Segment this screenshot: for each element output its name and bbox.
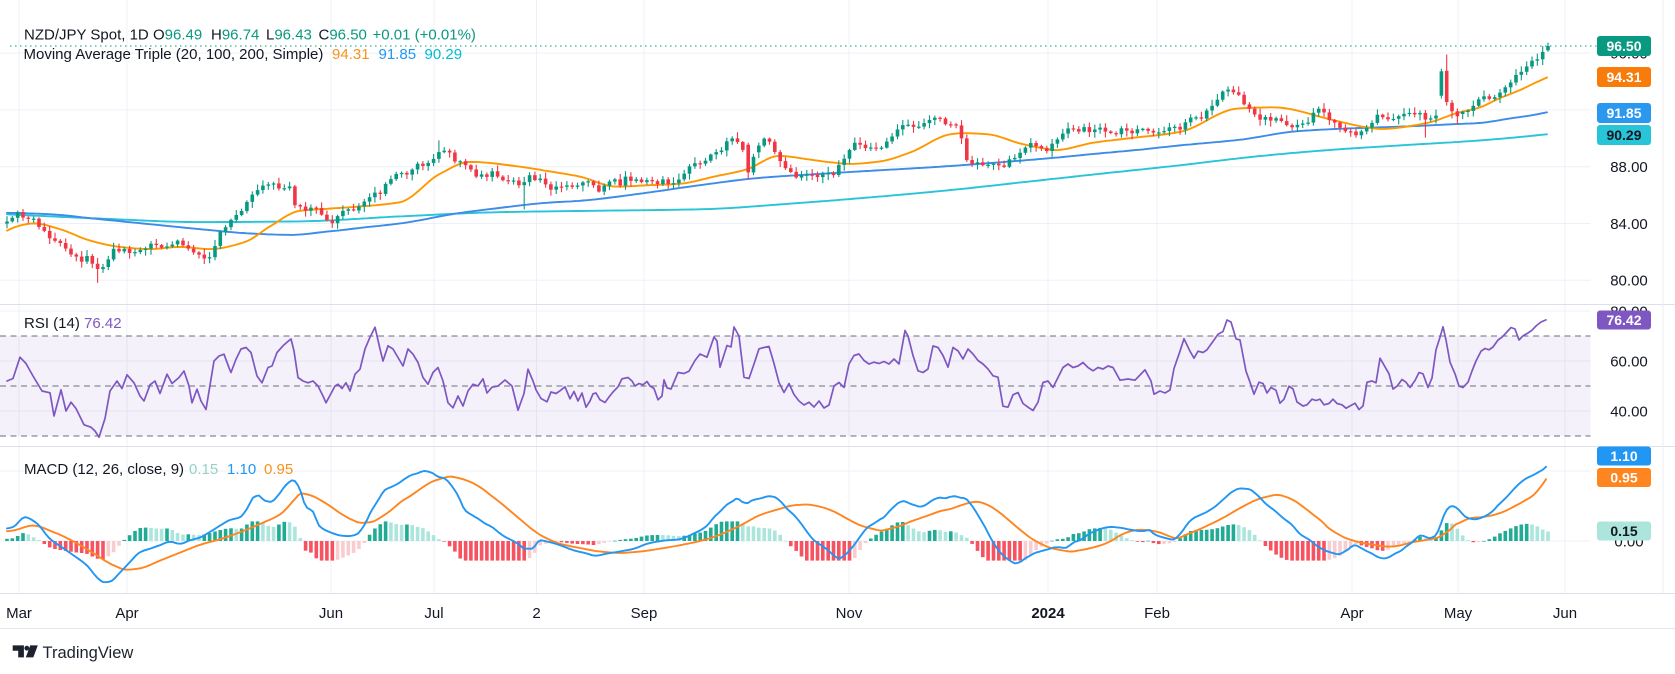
svg-text:RSI (14): RSI (14) <box>24 315 80 332</box>
svg-text:O96.49: O96.49 <box>153 27 202 44</box>
svg-text:80.00: 80.00 <box>1610 273 1648 290</box>
svg-text:H96.74: H96.74 <box>211 27 259 44</box>
svg-text:0.95: 0.95 <box>264 461 293 478</box>
svg-text:94.31: 94.31 <box>1606 69 1641 85</box>
svg-text:76.42: 76.42 <box>1606 312 1641 328</box>
svg-text:Moving Average Triple (20, 100: Moving Average Triple (20, 100, 200, Sim… <box>24 46 324 63</box>
svg-text:91.85: 91.85 <box>1606 105 1641 121</box>
svg-text:0.95: 0.95 <box>1610 470 1637 486</box>
svg-text:90.29: 90.29 <box>425 46 463 63</box>
svg-text:88.00: 88.00 <box>1610 159 1648 176</box>
svg-text:+0.01 (+0.01%): +0.01 (+0.01%) <box>373 27 476 44</box>
svg-text:Sep: Sep <box>631 605 658 622</box>
svg-text:Apr: Apr <box>1340 605 1363 622</box>
svg-text:Jun: Jun <box>319 605 343 622</box>
svg-text:1.10: 1.10 <box>227 461 256 478</box>
svg-text:Jun: Jun <box>1553 605 1577 622</box>
svg-text:84.00: 84.00 <box>1610 216 1648 233</box>
svg-text:C96.50: C96.50 <box>319 27 367 44</box>
svg-text:2024: 2024 <box>1031 605 1065 622</box>
svg-text:Mar: Mar <box>6 605 32 622</box>
svg-text:TradingView: TradingView <box>43 644 134 662</box>
svg-text:Jul: Jul <box>424 605 443 622</box>
svg-text:0.15: 0.15 <box>189 461 218 478</box>
svg-text:May: May <box>1444 605 1473 622</box>
svg-text:MACD (12, 26, close, 9): MACD (12, 26, close, 9) <box>24 461 184 478</box>
svg-text:Nov: Nov <box>836 605 863 622</box>
svg-text:0.15: 0.15 <box>1610 523 1637 539</box>
svg-text:Apr: Apr <box>115 605 138 622</box>
svg-text:1.10: 1.10 <box>1610 448 1637 464</box>
svg-text:Feb: Feb <box>1144 605 1170 622</box>
svg-text:2: 2 <box>532 605 540 622</box>
svg-text:96.50: 96.50 <box>1606 38 1641 54</box>
svg-text:60.00: 60.00 <box>1610 353 1648 370</box>
svg-text:40.00: 40.00 <box>1610 403 1648 420</box>
svg-text:90.29: 90.29 <box>1606 127 1641 143</box>
svg-text:94.31: 94.31 <box>332 46 370 63</box>
svg-text:91.85: 91.85 <box>379 46 417 63</box>
svg-text:NZD/JPY Spot, 1D: NZD/JPY Spot, 1D <box>24 27 149 44</box>
svg-text:L96.43: L96.43 <box>266 27 312 44</box>
svg-text:76.42: 76.42 <box>84 315 122 332</box>
